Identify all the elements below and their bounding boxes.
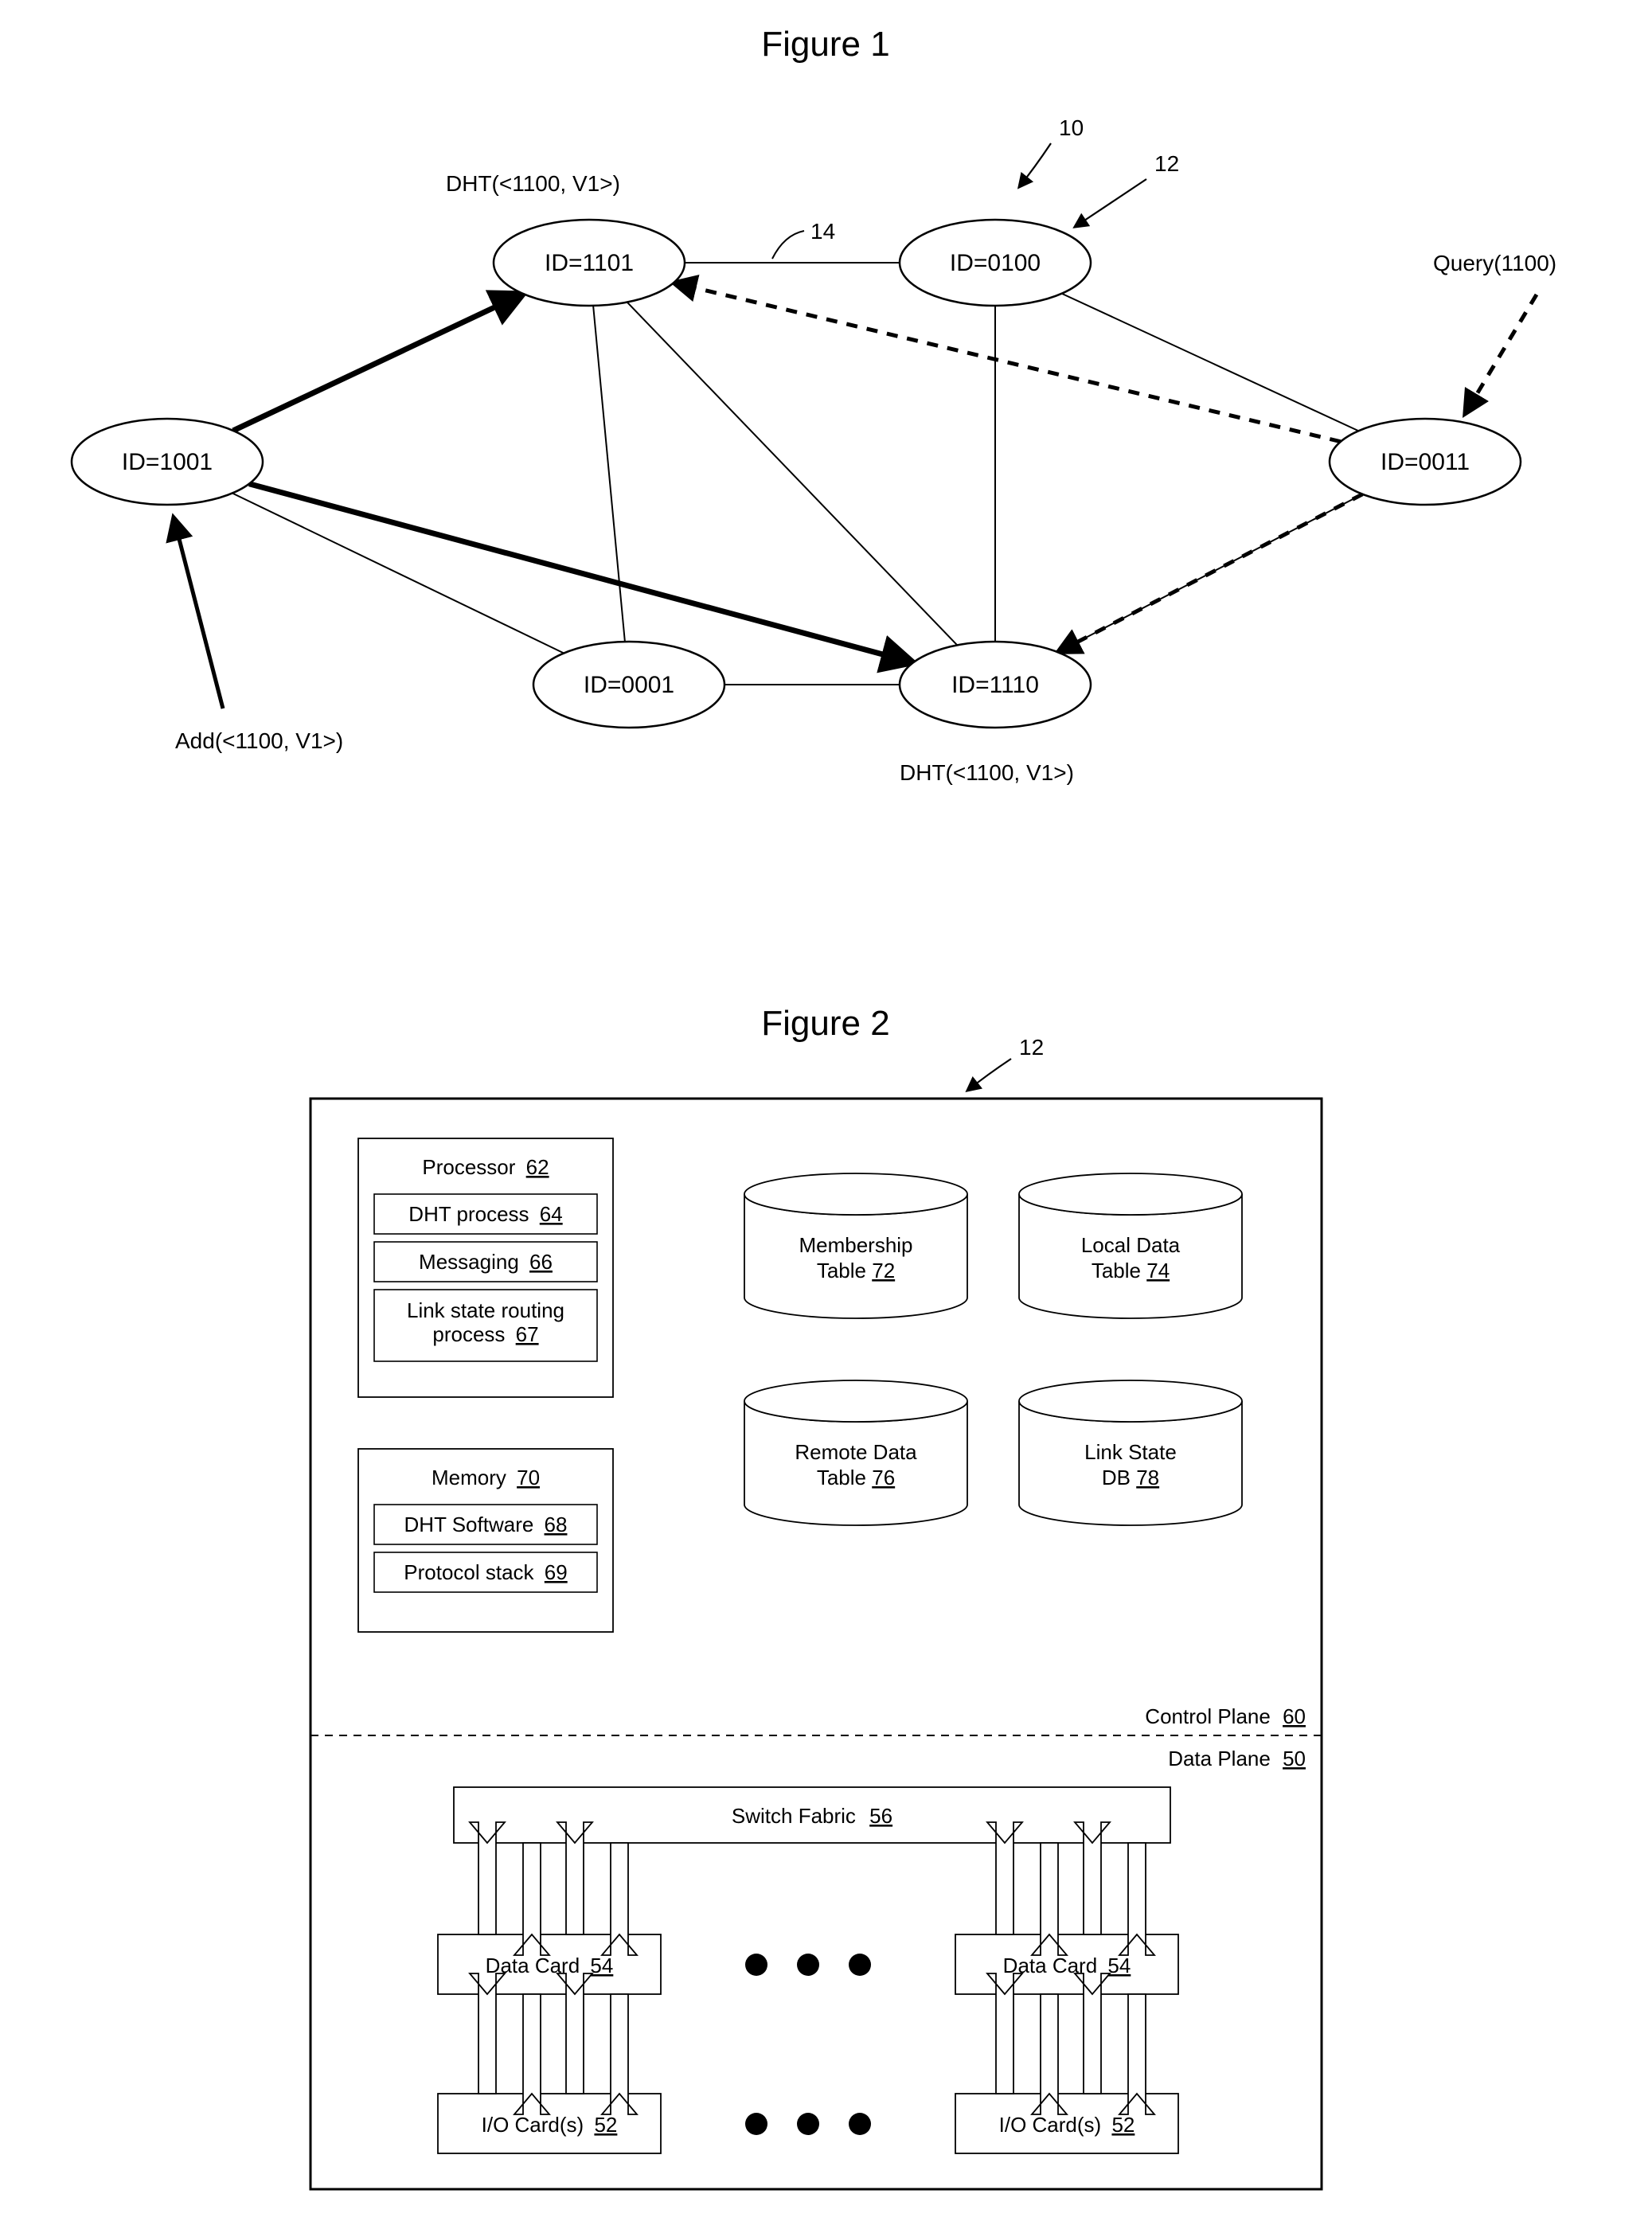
cylinder-72: MembershipTable 72 xyxy=(744,1173,967,1318)
figure-1-svg: Figure 1 10 12 14 Add(<1100, V1>) Query(… xyxy=(0,0,1652,876)
svg-text:Query(1100): Query(1100) xyxy=(1433,251,1556,275)
svg-text:I/O Card(s) 52: I/O Card(s) 52 xyxy=(999,2113,1135,2137)
processor-box: Processor 62 DHT process 64 Messaging 66… xyxy=(358,1138,613,1397)
svg-text:Table 76: Table 76 xyxy=(817,1466,895,1489)
switch-fabric: Switch Fabric 56 xyxy=(454,1787,1170,1843)
dht-top-label: DHT(<1100, V1>) xyxy=(446,171,620,196)
ref-14: 14 xyxy=(772,219,835,259)
svg-text:Link state routing: Link state routing xyxy=(407,1298,564,1322)
svg-text:I/O Card(s) 52: I/O Card(s) 52 xyxy=(482,2113,618,2137)
svg-text:DB 78: DB 78 xyxy=(1102,1466,1159,1489)
graph-nodes: ID=1001 ID=1101 ID=0100 ID=0011 ID=0001 ID=11… xyxy=(72,220,1521,728)
ref-10: 10 xyxy=(1019,115,1084,187)
svg-text:Table 72: Table 72 xyxy=(817,1259,895,1282)
add-annotation: Add(<1100, V1>) xyxy=(174,517,343,753)
data-plane-label: Data Plane 50 xyxy=(1168,1747,1306,1770)
svg-text:Remote Data: Remote Data xyxy=(795,1440,917,1464)
cylinder-76: Remote DataTable 76 xyxy=(744,1380,967,1525)
cylinder-78: Link StateDB 78 xyxy=(1019,1380,1242,1525)
svg-text:ID=0001: ID=0001 xyxy=(584,672,674,698)
query-annotation: Query(1100) xyxy=(1433,251,1556,414)
svg-text:ID=1101: ID=1101 xyxy=(545,250,634,276)
svg-text:14: 14 xyxy=(810,219,835,244)
fig2-ref-12: 12 xyxy=(967,1035,1044,1091)
svg-text:Messaging 66: Messaging 66 xyxy=(419,1250,553,1274)
memory-box: Memory 70 DHT Software 68 Protocol stack… xyxy=(358,1449,613,1632)
page: Figure 1 10 12 14 Add(<1100, V1>) Query(… xyxy=(0,0,1652,2217)
svg-text:ID=1001: ID=1001 xyxy=(122,449,213,475)
dht-bottom-label: DHT(<1100, V1>) xyxy=(900,760,1074,785)
svg-text:12: 12 xyxy=(1019,1035,1044,1060)
ref-12: 12 xyxy=(1075,151,1179,227)
svg-text:Memory 70: Memory 70 xyxy=(432,1466,540,1489)
svg-text:ID=0100: ID=0100 xyxy=(950,250,1041,276)
svg-text:10: 10 xyxy=(1059,115,1084,140)
bold-arrows xyxy=(233,294,913,662)
figure-2-svg: Figure 2 12 Control Plane 60 Data Plane … xyxy=(0,876,1652,2229)
svg-text:Table 74: Table 74 xyxy=(1092,1259,1170,1282)
svg-text:Processor 62: Processor 62 xyxy=(422,1155,549,1179)
svg-text:Add(<1100, V1>): Add(<1100, V1>) xyxy=(175,728,343,753)
svg-text:12: 12 xyxy=(1154,151,1179,176)
graph-edges xyxy=(232,263,1363,685)
svg-text:Membership: Membership xyxy=(799,1233,912,1257)
dashed-arrows xyxy=(674,283,1362,652)
figure1-title: Figure 1 xyxy=(761,25,889,64)
svg-text:ID=1110: ID=1110 xyxy=(951,672,1039,698)
svg-text:ID=0011: ID=0011 xyxy=(1381,449,1470,475)
svg-text:DHT process 64: DHT process 64 xyxy=(408,1202,562,1226)
svg-text:process 67: process 67 xyxy=(432,1322,538,1346)
svg-text:Link State: Link State xyxy=(1084,1440,1177,1464)
figure2-title: Figure 2 xyxy=(761,1004,889,1043)
cylinder-74: Local DataTable 74 xyxy=(1019,1173,1242,1318)
svg-text:Local Data: Local Data xyxy=(1081,1233,1181,1257)
